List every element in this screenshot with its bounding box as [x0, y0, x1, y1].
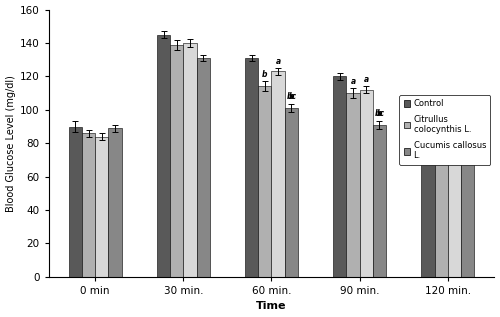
Text: a: a — [276, 56, 280, 66]
Text: bc: bc — [462, 128, 472, 137]
Legend: Control, Citrullus
colocynthis L., Cucumis callosus
L.: Control, Citrullus colocynthis L., Cucum… — [400, 95, 490, 165]
Bar — [170, 45, 183, 277]
X-axis label: Time: Time — [256, 301, 286, 311]
Bar — [461, 143, 474, 277]
Bar — [422, 105, 434, 277]
Bar — [333, 76, 346, 277]
Bar — [434, 112, 448, 277]
Text: b: b — [262, 70, 268, 79]
Bar — [82, 133, 95, 277]
Bar — [69, 126, 82, 277]
Bar — [360, 90, 373, 277]
Text: bc: bc — [286, 93, 296, 101]
Bar — [95, 137, 108, 277]
Bar — [245, 58, 258, 277]
Bar — [108, 128, 122, 277]
Bar — [184, 43, 196, 277]
Bar — [157, 35, 170, 277]
Text: b: b — [465, 128, 470, 137]
Bar — [373, 125, 386, 277]
Text: bc: bc — [374, 109, 384, 118]
Text: a: a — [452, 98, 457, 107]
Y-axis label: Blood Glucose Level (mg/dl): Blood Glucose Level (mg/dl) — [6, 75, 16, 212]
Bar — [448, 113, 461, 277]
Text: a: a — [350, 77, 356, 86]
Bar — [284, 108, 298, 277]
Bar — [272, 71, 284, 277]
Text: b: b — [376, 109, 382, 118]
Bar — [196, 58, 210, 277]
Text: a: a — [364, 75, 369, 84]
Bar — [258, 87, 272, 277]
Text: a: a — [438, 97, 444, 106]
Bar — [346, 93, 360, 277]
Text: b: b — [288, 93, 294, 101]
